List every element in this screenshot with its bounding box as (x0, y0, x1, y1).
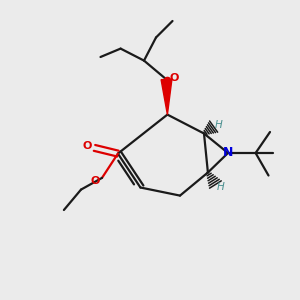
Text: O: O (82, 141, 92, 152)
Text: H: H (217, 182, 225, 192)
Text: H: H (215, 120, 223, 130)
Polygon shape (161, 80, 172, 115)
Text: N: N (223, 146, 233, 160)
Text: O: O (169, 73, 179, 83)
Text: O: O (91, 176, 100, 186)
